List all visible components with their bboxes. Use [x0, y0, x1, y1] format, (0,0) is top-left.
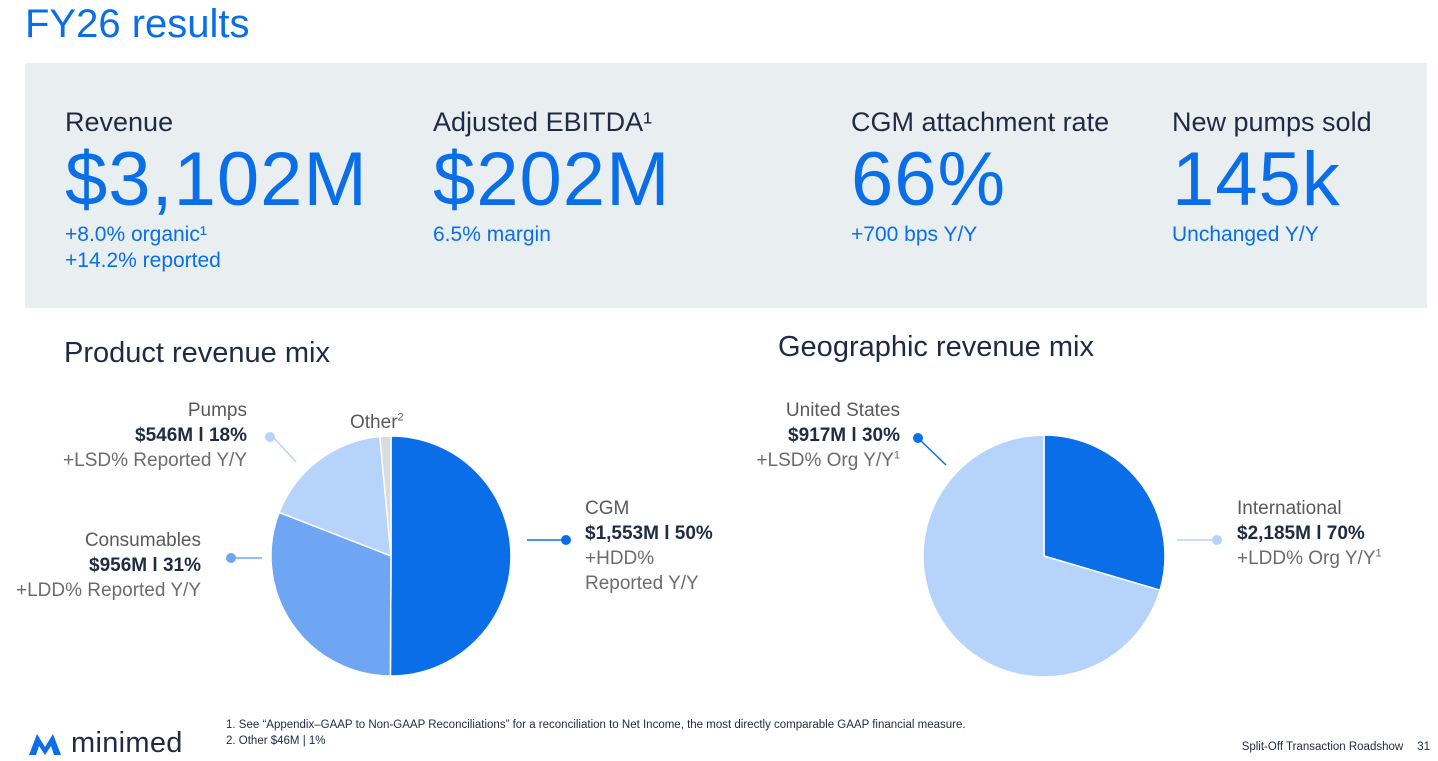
footer: Split-Off Transaction Roadshow 31	[1242, 741, 1430, 753]
minimed-logo-icon	[29, 733, 61, 755]
pie-slice-united-states	[1043, 434, 1166, 592]
kpi-cgm-attachment: CGM attachment rate 66% +700 bps Y/Y	[851, 107, 1109, 248]
kpi-sub: +700 bps Y/Y	[851, 223, 978, 246]
footnotes: 1. See “Appendix–GAAP to Non-GAAP Reconc…	[226, 717, 966, 749]
kpi-label: Revenue	[65, 107, 174, 137]
product-pie	[270, 435, 512, 677]
kpi-sub: +8.0% organic¹	[65, 223, 207, 246]
consumables-leader-dot	[226, 553, 236, 563]
consumables-label: Consumables $956M l 31% +LDD% Reported Y…	[0, 528, 201, 603]
kpi-value: 66%	[851, 137, 1007, 222]
kpi-sub: Unchanged Y/Y	[1172, 223, 1319, 246]
kpi-revenue: Revenue $3,102M +8.0% organic¹ +14.2% re…	[65, 107, 368, 274]
kpi-new-pumps: New pumps sold 145k Unchanged Y/Y	[1172, 107, 1372, 248]
kpi-sub: 6.5% margin	[433, 223, 551, 246]
kpi-value: $3,102M	[65, 137, 368, 222]
footer-text: Split-Off Transaction Roadshow	[1241, 741, 1404, 753]
product-mix-title: Product revenue mix	[64, 337, 330, 369]
pumps-label: Pumps $546M l 18% +LSD% Reported Y/Y	[40, 398, 247, 473]
page-title: FY26 results	[25, 2, 250, 46]
pumps-leader-dot	[265, 432, 275, 442]
cgm-change: Reported Y/Y	[585, 573, 699, 594]
us-change: +LSD% Org Y/Y	[756, 450, 894, 471]
us-name: United States	[785, 400, 900, 421]
us-value: $917M l 30%	[788, 425, 900, 446]
pie-slice-consumables	[270, 511, 392, 677]
other-name: Other	[350, 412, 398, 433]
kpi-adjusted-ebitda: Adjusted EBITDA¹ $202M 6.5% margin	[433, 107, 670, 248]
us-label: United States $917M l 30% +LSD% Org Y/Y1	[700, 398, 900, 473]
intl-change-row: +LDD% Org Y/Y1	[1237, 546, 1382, 571]
footnote-2: 2. Other $46M | 1%	[226, 735, 326, 747]
kpi-sub: +14.2% reported	[65, 249, 221, 272]
consumables-change: +LDD% Reported Y/Y	[16, 580, 201, 601]
geo-mix-title: Geographic revenue mix	[778, 331, 1094, 363]
leader-lines	[226, 432, 1222, 563]
pie-slice-international	[922, 434, 1161, 678]
page-number: 31	[1417, 741, 1430, 753]
pumps-value: $546M l 18%	[135, 425, 247, 446]
footnote-1: 1. See “Appendix–GAAP to Non-GAAP Reconc…	[226, 719, 966, 731]
pie-slice-cgm	[389, 435, 512, 677]
pie-slice-other	[379, 435, 392, 557]
intl-value: $2,185M l 70%	[1237, 523, 1365, 544]
geo-pie	[922, 434, 1166, 678]
logo-text: minimed	[71, 727, 183, 759]
us-footnote-ref: 1	[893, 449, 900, 462]
cgm-label: CGM $1,553M l 50% +HDD% Reported Y/Y	[585, 496, 713, 596]
cgm-value: $1,553M l 50%	[585, 523, 713, 544]
cgm-change: +HDD%	[585, 548, 655, 569]
kpi-panel: Revenue $3,102M +8.0% organic¹ +14.2% re…	[25, 63, 1427, 308]
us-leader-line	[917, 437, 947, 466]
pumps-name: Pumps	[187, 400, 247, 421]
kpi-label: CGM attachment rate	[851, 107, 1110, 137]
kpi-label: New pumps sold	[1172, 107, 1372, 137]
pumps-change: +LSD% Reported Y/Y	[63, 450, 247, 471]
other-label: Other2	[350, 410, 404, 435]
consumables-value: $956M l 31%	[89, 555, 201, 576]
intl-change: +LDD% Org Y/Y	[1237, 548, 1376, 569]
pie-slice-pumps	[278, 435, 392, 558]
pumps-leader-line	[273, 437, 297, 463]
other-footnote-ref: 2	[397, 411, 404, 424]
cgm-name: CGM	[585, 498, 630, 519]
kpi-value: 145k	[1172, 137, 1341, 222]
intl-label: International $2,185M l 70% +LDD% Org Y/…	[1237, 496, 1382, 571]
us-leader-dot	[913, 433, 923, 443]
us-change-row: +LSD% Org Y/Y1	[700, 448, 900, 473]
intl-leader-dot	[1212, 535, 1222, 545]
intl-footnote-ref: 1	[1375, 547, 1382, 560]
kpi-value: $202M	[433, 137, 671, 222]
kpi-label: Adjusted EBITDA¹	[433, 107, 653, 137]
consumables-name: Consumables	[84, 530, 201, 551]
intl-name: International	[1237, 498, 1342, 519]
company-logo: minimed	[27, 727, 183, 760]
cgm-leader-dot	[561, 535, 571, 545]
